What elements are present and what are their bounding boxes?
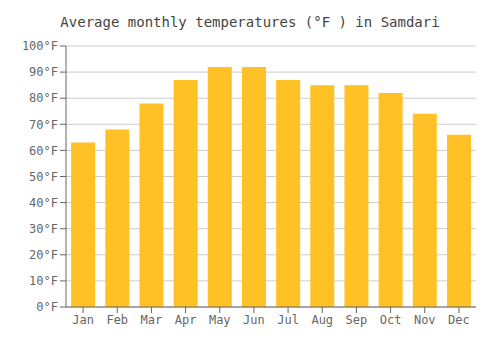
- svg-text:Nov: Nov: [414, 313, 436, 327]
- svg-text:Aug: Aug: [311, 313, 333, 327]
- svg-text:90°F: 90°F: [29, 65, 58, 79]
- svg-text:70°F: 70°F: [29, 118, 58, 132]
- svg-text:30°F: 30°F: [29, 222, 58, 236]
- svg-text:10°F: 10°F: [29, 274, 58, 288]
- svg-text:Feb: Feb: [106, 313, 128, 327]
- svg-text:Jan: Jan: [72, 313, 94, 327]
- svg-text:40°F: 40°F: [29, 196, 58, 210]
- html-text:Average monthly temperatures (: Average monthly temperatures (°F ) in Sa…: [60, 14, 440, 30]
- svg-text:Dec: Dec: [448, 313, 470, 327]
- svg-text:50°F: 50°F: [29, 170, 58, 184]
- svg-text:Jun: Jun: [243, 313, 265, 327]
- svg-text:80°F: 80°F: [29, 91, 58, 105]
- svg-text:0°F: 0°F: [36, 300, 58, 314]
- svg-text:Mar: Mar: [141, 313, 163, 327]
- svg-text:100°F: 100°F: [22, 39, 58, 53]
- svg-text:Jul: Jul: [277, 313, 299, 327]
- svg-text:20°F: 20°F: [29, 248, 58, 262]
- svg-text:Oct: Oct: [380, 313, 402, 327]
- svg-text:May: May: [209, 313, 231, 327]
- svg-text:Sep: Sep: [346, 313, 368, 327]
- svg-text:Apr: Apr: [175, 313, 197, 327]
- svg-text:60°F: 60°F: [29, 144, 58, 158]
